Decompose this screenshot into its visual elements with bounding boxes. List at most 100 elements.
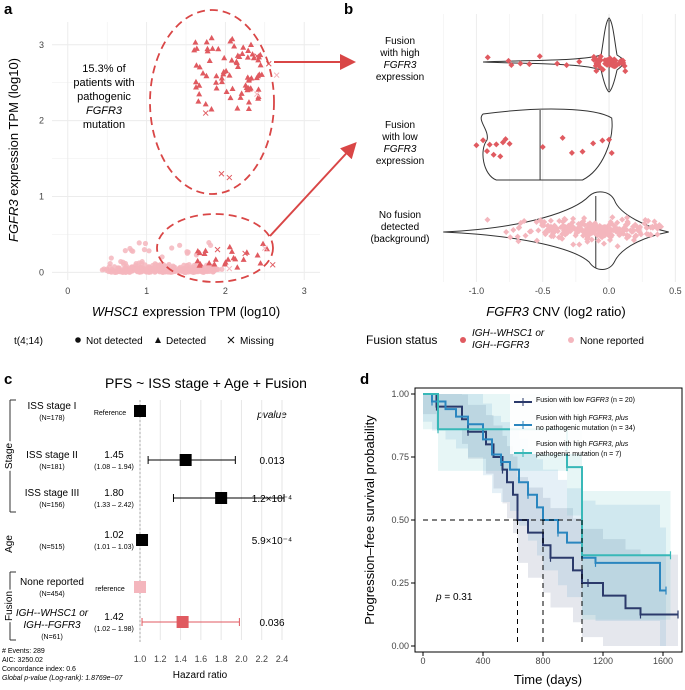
point-not-detected bbox=[115, 265, 121, 271]
point-not-detected bbox=[177, 242, 183, 248]
x-tick-label: 1 bbox=[144, 286, 149, 296]
point-detected bbox=[243, 84, 250, 90]
point-detected bbox=[218, 78, 225, 85]
point-detected bbox=[212, 256, 219, 262]
point-low bbox=[539, 143, 546, 150]
p-value: 5.9×10⁻⁴ bbox=[252, 536, 292, 547]
point-high bbox=[563, 62, 570, 69]
point-background bbox=[641, 220, 648, 227]
point-missing bbox=[254, 53, 260, 60]
p-value: 0.036 bbox=[259, 618, 284, 629]
point-background bbox=[561, 217, 568, 224]
point-background bbox=[619, 216, 626, 223]
hr-marker bbox=[134, 405, 146, 417]
x-tick-label: 1.4 bbox=[174, 654, 187, 664]
point-detected bbox=[194, 247, 201, 254]
row-label: ISS stage II bbox=[26, 450, 78, 461]
x-tick-label: 1.0 bbox=[134, 654, 147, 664]
point-background bbox=[533, 237, 540, 244]
panel-label: b bbox=[344, 1, 353, 18]
point-background bbox=[616, 226, 623, 233]
point-background bbox=[624, 221, 631, 228]
point-low bbox=[493, 141, 500, 148]
y-tick-label: 0.50 bbox=[391, 515, 409, 525]
footer-text: AIC: 3250.02 bbox=[2, 657, 43, 664]
legend-triangle-icon bbox=[155, 337, 161, 343]
legend-item: pathogenic mutation (n = 7) bbox=[536, 451, 621, 458]
point-detected bbox=[247, 41, 254, 48]
point-background bbox=[521, 217, 528, 224]
panel-label: c bbox=[4, 371, 12, 388]
point-background bbox=[514, 233, 521, 240]
point-background bbox=[624, 232, 631, 239]
point-low bbox=[606, 136, 613, 143]
x-tick-label: 3 bbox=[302, 286, 307, 296]
point-background bbox=[614, 219, 621, 226]
point-background bbox=[585, 231, 592, 238]
point-background bbox=[585, 221, 592, 228]
point-low bbox=[568, 149, 575, 156]
legend-item: Fusion with high FGFR3, plus bbox=[536, 441, 629, 448]
row-label: ISS stage III bbox=[25, 488, 79, 499]
point-low bbox=[559, 134, 566, 141]
x-tick-label: 0.5 bbox=[669, 286, 682, 296]
group-label: expression bbox=[376, 156, 424, 167]
row-n: (N=156) bbox=[39, 502, 64, 509]
point-detected bbox=[239, 50, 246, 56]
point-detected bbox=[264, 245, 271, 252]
group-label: No fusion bbox=[379, 210, 421, 221]
point-detected bbox=[204, 45, 211, 52]
point-high bbox=[526, 61, 533, 68]
point-background bbox=[637, 231, 644, 238]
legend-circle-icon bbox=[75, 337, 81, 343]
point-detected bbox=[257, 62, 264, 68]
point-detected bbox=[209, 45, 216, 51]
point-high bbox=[590, 56, 597, 63]
annotation-text: mutation bbox=[83, 119, 125, 131]
point-background bbox=[609, 214, 616, 221]
y-tick-label: 1.00 bbox=[391, 389, 409, 399]
point-detected bbox=[228, 57, 235, 63]
point-background bbox=[654, 231, 661, 238]
x-axis-label: Time (days) bbox=[514, 672, 582, 687]
point-high bbox=[605, 58, 612, 65]
point-not-detected bbox=[176, 266, 182, 272]
point-detected bbox=[208, 34, 215, 41]
point-detected bbox=[229, 35, 236, 42]
row-n: (N=515) bbox=[39, 544, 64, 551]
point-detected bbox=[255, 57, 262, 63]
point-not-detected bbox=[146, 248, 152, 254]
point-background bbox=[548, 224, 555, 231]
hr-ci: (1.08 – 1.94) bbox=[94, 464, 134, 471]
row-n: (N=61) bbox=[41, 634, 63, 641]
point-not-detected bbox=[106, 268, 112, 275]
point-low bbox=[506, 140, 513, 147]
point-background bbox=[567, 228, 574, 235]
point-background bbox=[544, 226, 551, 233]
hr-value: 1.80 bbox=[104, 488, 124, 499]
point-low bbox=[490, 151, 497, 158]
y-axis-label: FGFR3 expression TPM (log10) bbox=[6, 58, 21, 242]
point-background bbox=[606, 226, 613, 233]
point-not-detected bbox=[193, 266, 199, 272]
point-low bbox=[473, 142, 480, 149]
point-low bbox=[579, 148, 586, 155]
point-background bbox=[630, 223, 637, 230]
point-background bbox=[647, 231, 654, 238]
point-detected bbox=[249, 51, 256, 57]
x-tick-label: 800 bbox=[535, 656, 550, 666]
point-background bbox=[595, 237, 602, 244]
point-low bbox=[484, 148, 491, 155]
point-not-detected bbox=[143, 267, 149, 273]
point-detected bbox=[240, 256, 247, 262]
point-detected bbox=[220, 68, 227, 75]
point-background bbox=[559, 231, 566, 238]
point-not-detected bbox=[127, 268, 133, 274]
point-not-detected bbox=[186, 262, 192, 268]
x-tick-label: 2 bbox=[223, 286, 228, 296]
point-detected bbox=[201, 250, 208, 256]
point-background bbox=[556, 217, 563, 224]
point-missing bbox=[183, 265, 189, 272]
point-background bbox=[539, 219, 546, 226]
point-not-detected bbox=[206, 240, 212, 246]
